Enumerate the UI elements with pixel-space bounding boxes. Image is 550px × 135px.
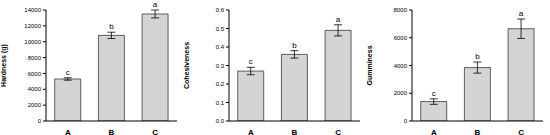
svg-text:a: a bbox=[519, 9, 524, 18]
svg-text:a: a bbox=[336, 15, 341, 24]
svg-text:b: b bbox=[292, 41, 297, 50]
svg-text:A: A bbox=[248, 128, 254, 135]
svg-text:0.4: 0.4 bbox=[216, 44, 225, 50]
svg-text:b: b bbox=[109, 22, 114, 31]
svg-text:0.1: 0.1 bbox=[216, 100, 225, 106]
svg-text:Cohesiveness: Cohesiveness bbox=[183, 42, 190, 89]
svg-text:0.0: 0.0 bbox=[216, 118, 225, 124]
svg-text:C: C bbox=[335, 128, 341, 135]
svg-text:6000: 6000 bbox=[394, 35, 408, 41]
svg-text:a: a bbox=[153, 0, 158, 9]
svg-text:0: 0 bbox=[38, 118, 42, 124]
svg-text:14000: 14000 bbox=[24, 7, 41, 13]
svg-text:A: A bbox=[65, 128, 71, 135]
svg-text:2000: 2000 bbox=[28, 102, 42, 108]
svg-text:6000: 6000 bbox=[28, 71, 42, 77]
svg-text:4000: 4000 bbox=[28, 86, 42, 92]
svg-text:b: b bbox=[475, 52, 480, 61]
svg-text:B: B bbox=[292, 128, 298, 135]
svg-text:0.2: 0.2 bbox=[216, 81, 225, 87]
svg-text:Gumminess: Gumminess bbox=[366, 45, 373, 85]
svg-text:0.6: 0.6 bbox=[216, 7, 225, 13]
svg-text:B: B bbox=[109, 128, 115, 135]
svg-text:8000: 8000 bbox=[28, 55, 42, 61]
svg-text:c: c bbox=[249, 57, 253, 66]
svg-text:12000: 12000 bbox=[24, 23, 41, 29]
svg-text:10000: 10000 bbox=[24, 39, 41, 45]
svg-text:C: C bbox=[152, 128, 158, 135]
svg-text:2000: 2000 bbox=[394, 90, 408, 96]
svg-text:0.5: 0.5 bbox=[216, 26, 225, 32]
svg-text:B: B bbox=[475, 128, 481, 135]
svg-text:A: A bbox=[431, 128, 437, 135]
svg-text:0.3: 0.3 bbox=[216, 63, 225, 69]
svg-text:Hardness (g): Hardness (g) bbox=[8, 44, 9, 87]
svg-text:C: C bbox=[518, 128, 524, 135]
svg-text:c: c bbox=[66, 68, 70, 77]
svg-text:0: 0 bbox=[404, 118, 408, 124]
svg-text:4000: 4000 bbox=[394, 63, 408, 69]
svg-text:c: c bbox=[432, 89, 436, 98]
svg-text:8000: 8000 bbox=[394, 7, 408, 13]
